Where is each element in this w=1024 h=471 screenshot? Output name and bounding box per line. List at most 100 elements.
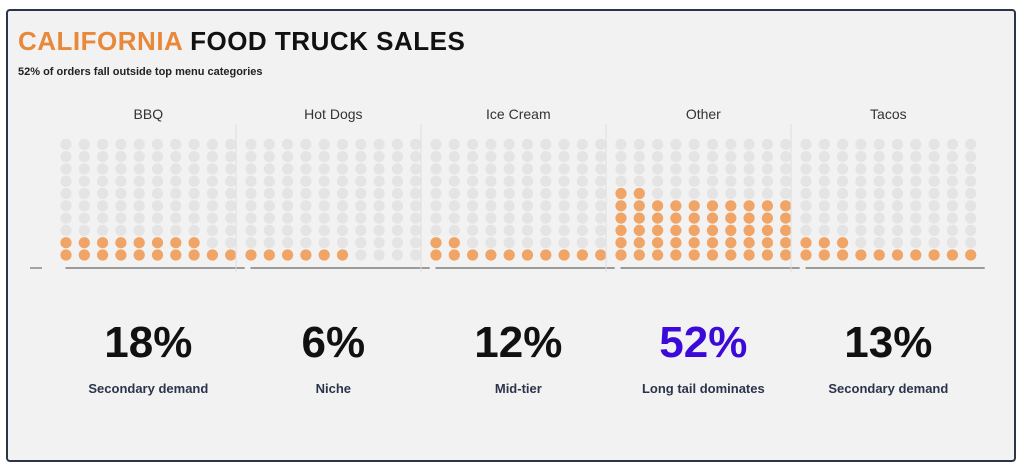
dot-empty [873,212,885,224]
dot-empty [60,187,72,200]
category-label-ice-cream: Ice Cream [486,106,551,122]
dot-empty [448,151,460,163]
dot-empty [97,163,109,175]
dot-empty [188,163,200,175]
dot-empty [373,200,385,212]
dot-empty [576,138,589,150]
dot-empty [837,151,849,163]
dot-empty [300,163,312,175]
dot-empty [448,138,460,150]
dot-empty [430,151,442,163]
dot-empty [576,151,589,163]
dot-filled [633,249,645,261]
dot-empty [170,151,182,163]
dot-empty [725,151,737,163]
dot-empty [818,138,830,150]
dot-filled [170,249,182,261]
dot-empty [540,138,552,150]
dot-empty [206,237,218,249]
dot-empty [97,212,109,224]
dot-empty [188,151,200,163]
dot-empty [576,163,589,175]
dot-empty [780,163,792,175]
percent-label-ice-cream: 12% [474,318,562,367]
dot-empty [245,237,257,249]
dot-empty [928,237,940,249]
dot-filled [670,212,682,224]
dot-empty [855,200,867,212]
title-rest: FOOD TRUCK SALES [190,26,466,56]
dot-empty [245,138,257,150]
dot-empty [373,175,385,187]
dot-filled [965,249,977,261]
dot-empty [430,187,442,200]
dot-empty [373,224,385,236]
dot-empty [503,212,515,224]
dot-empty [503,224,515,236]
dot-filled [780,224,792,236]
dot-empty [391,200,403,212]
dot-empty [355,163,367,175]
dot-empty [761,163,774,175]
dot-empty [318,151,330,163]
dot-empty [448,224,460,236]
dot-filled [615,249,627,261]
dot-empty [225,212,237,224]
dot-empty [336,237,349,249]
dot-empty [151,200,164,212]
dot-empty [151,151,164,163]
dot-filled [688,200,700,212]
dot-filled [761,224,774,236]
dot-empty [448,187,460,200]
percent-label-other: 52% [659,318,747,367]
dot-filled [743,200,755,212]
dot-empty [800,163,812,175]
dot-empty [855,237,867,249]
dot-empty [576,212,589,224]
dot-empty [670,187,682,200]
dot-filled [706,249,719,261]
dot-filled [97,249,109,261]
dot-empty [60,163,72,175]
dot-filled [688,237,700,249]
dot-filled [633,200,645,212]
dot-empty [245,163,257,175]
dot-empty [355,249,367,261]
dot-empty [151,138,164,150]
dot-empty [225,138,237,150]
dot-empty [818,212,830,224]
dot-empty [910,138,922,150]
dot-empty [855,224,867,236]
dot-empty [558,224,570,236]
dot-empty [467,175,479,187]
dot-empty [282,200,294,212]
panel-ice-cream: Ice Cream 12% Mid-tier [420,106,615,396]
dot-empty [503,200,515,212]
dot-empty [336,151,349,163]
dot-empty [206,175,218,187]
dot-empty [467,200,479,212]
dot-empty [873,138,885,150]
dot-empty [188,175,200,187]
dot-empty [206,224,218,236]
dot-filled [670,249,682,261]
dot-empty [206,138,218,150]
dot-empty [133,138,145,150]
dot-empty [576,187,589,200]
dot-empty [336,163,349,175]
dot-empty [910,200,922,212]
dot-empty [965,212,977,224]
dot-empty [818,163,830,175]
dot-filled [743,249,755,261]
dot-empty [263,163,275,175]
dot-filled [558,249,570,261]
dot-filled [263,249,275,261]
dot-empty [503,151,515,163]
dot-empty [540,163,552,175]
dot-empty [133,224,145,236]
dot-empty [540,151,552,163]
dot-filled [615,187,627,200]
dot-filled [78,237,90,249]
dot-empty [485,200,497,212]
dot-empty [743,187,755,200]
